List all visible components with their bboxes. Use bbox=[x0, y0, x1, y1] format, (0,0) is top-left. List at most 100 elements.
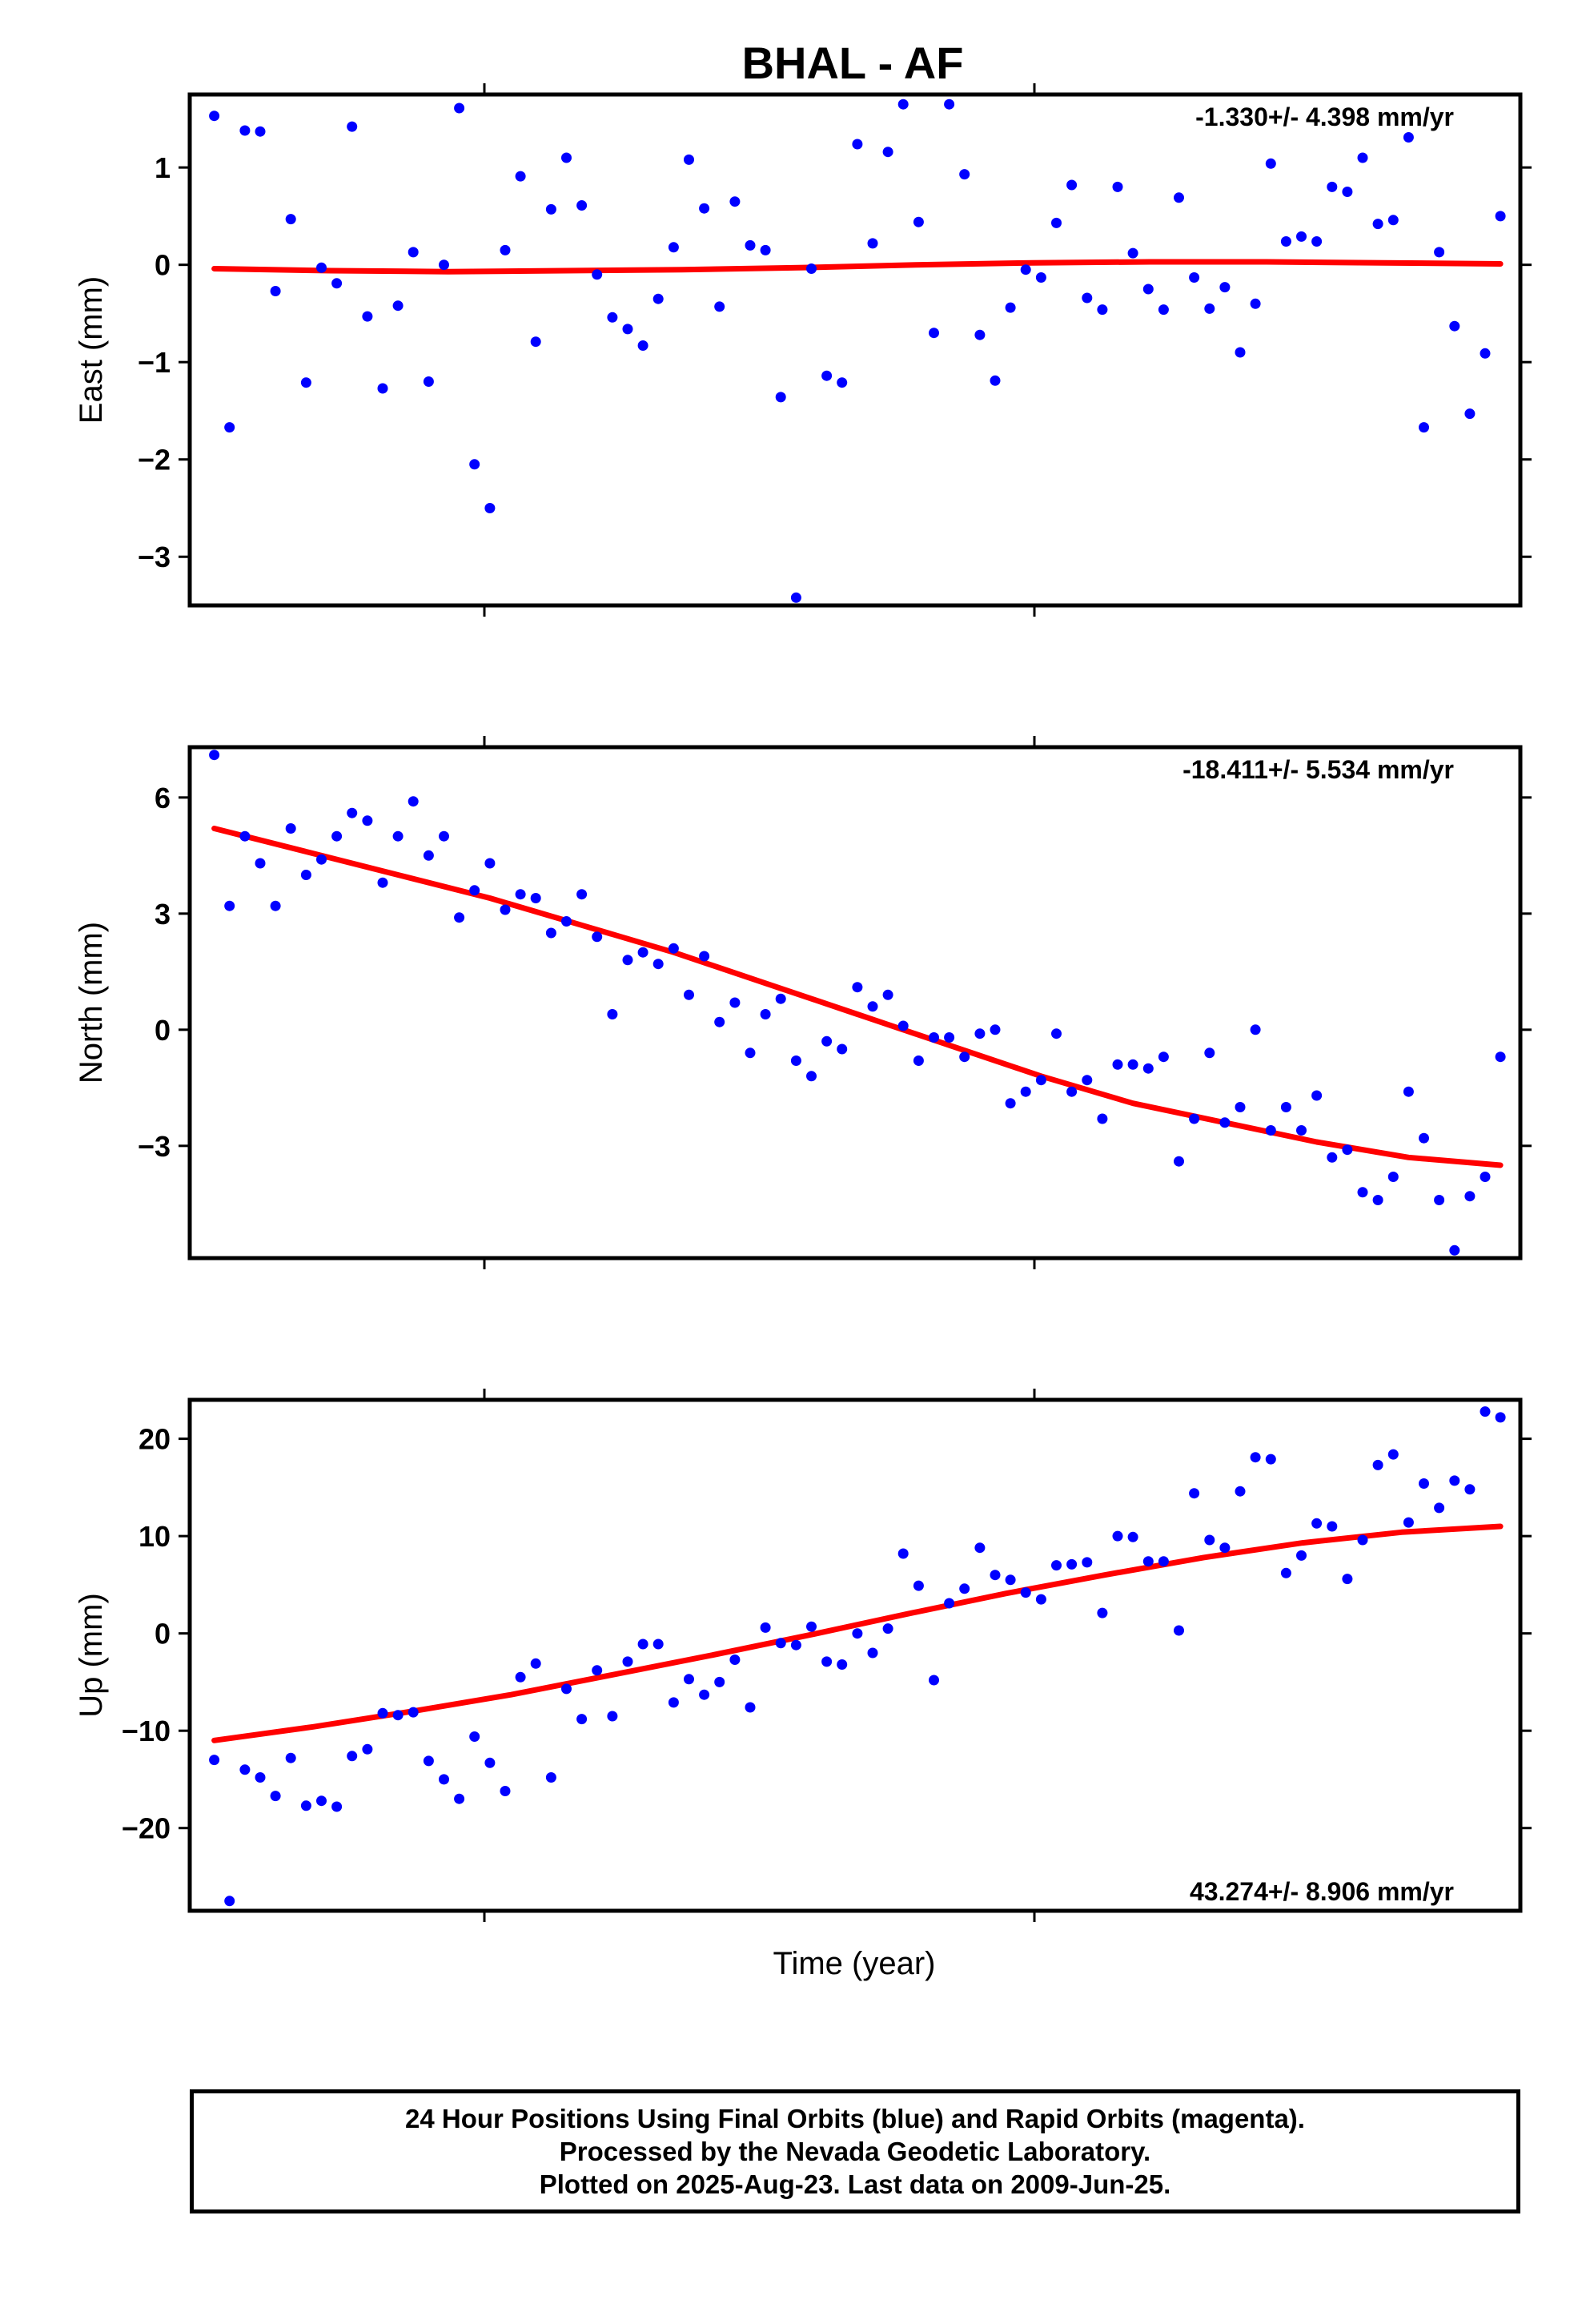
east-ytick-label: −3 bbox=[138, 541, 171, 573]
east-data-point bbox=[423, 376, 434, 387]
north-data-point bbox=[1387, 1172, 1399, 1182]
north-data-point bbox=[699, 951, 710, 962]
east-data-point bbox=[1020, 264, 1031, 275]
east-data-point bbox=[882, 147, 893, 158]
up-data-point bbox=[652, 1638, 664, 1650]
east-data-point bbox=[1189, 272, 1200, 283]
up-fit-line bbox=[211, 1523, 1504, 1743]
east-data-point bbox=[959, 169, 970, 180]
chart-title: BHAL - AF bbox=[742, 38, 964, 88]
north-data-point bbox=[684, 989, 694, 1000]
up-data-point bbox=[592, 1665, 603, 1676]
up-frame bbox=[187, 1397, 1523, 1913]
up-data-point bbox=[699, 1689, 710, 1700]
east-data-point bbox=[347, 121, 358, 132]
footer-line-3: Plotted on 2025-Aug-23. Last data on 200… bbox=[539, 2169, 1171, 2199]
east-data-point bbox=[821, 370, 833, 381]
up-data-point bbox=[545, 1772, 556, 1783]
up-data-point bbox=[944, 1598, 955, 1609]
north-data-point bbox=[1127, 1059, 1138, 1070]
up-data-point bbox=[1372, 1459, 1383, 1470]
north-data-point bbox=[500, 904, 511, 915]
up-data-point bbox=[1066, 1558, 1078, 1570]
east-data-point bbox=[439, 259, 449, 271]
east-data-point bbox=[392, 300, 404, 312]
east-data-point bbox=[1127, 247, 1138, 259]
east-data-point bbox=[285, 214, 296, 225]
east-data-point bbox=[1112, 181, 1123, 192]
east-data-point bbox=[852, 139, 863, 150]
up-data-point bbox=[959, 1583, 970, 1594]
east-data-point bbox=[331, 278, 343, 289]
up-data-point bbox=[913, 1580, 924, 1591]
footer-line-1: 24 Hour Positions Using Final Orbits (bl… bbox=[405, 2104, 1305, 2133]
north-data-point bbox=[1235, 1102, 1246, 1112]
north-data-point bbox=[852, 982, 863, 993]
north-data-point bbox=[561, 916, 572, 927]
up-data-point bbox=[285, 1752, 296, 1763]
east-ytick-label: −1 bbox=[138, 346, 171, 379]
up-data-point bbox=[806, 1621, 817, 1632]
north-data-point bbox=[1066, 1086, 1078, 1097]
up-data-point bbox=[1464, 1484, 1476, 1495]
up-data-point bbox=[1158, 1556, 1169, 1567]
east-ytick-label: 1 bbox=[155, 151, 171, 184]
east-data-point bbox=[454, 103, 465, 114]
north-data-point bbox=[1051, 1028, 1062, 1039]
east-data-point bbox=[1051, 217, 1062, 228]
north-data-point bbox=[530, 893, 541, 903]
east-data-point bbox=[209, 111, 220, 122]
north-data-point bbox=[1419, 1132, 1429, 1144]
north-data-point bbox=[1158, 1051, 1169, 1063]
north-data-point bbox=[1097, 1113, 1108, 1124]
north-data-point bbox=[362, 815, 373, 826]
north-ytick-label: 3 bbox=[155, 898, 171, 931]
east-data-point bbox=[668, 242, 679, 253]
north-data-point bbox=[545, 927, 556, 939]
up-data-point bbox=[668, 1697, 679, 1708]
up-data-point bbox=[255, 1772, 266, 1783]
up-data-point bbox=[1174, 1625, 1184, 1636]
north-data-point bbox=[913, 1055, 924, 1066]
up-data-point bbox=[331, 1801, 343, 1812]
north-data-point bbox=[1189, 1113, 1200, 1124]
north-data-point bbox=[775, 993, 786, 1004]
east-data-point bbox=[1005, 302, 1016, 313]
up-data-point bbox=[790, 1639, 801, 1651]
east-data-point bbox=[867, 238, 878, 249]
north-data-point bbox=[714, 1016, 725, 1027]
east-data-point bbox=[362, 311, 373, 322]
up-data-point bbox=[209, 1755, 220, 1766]
east-data-point bbox=[484, 503, 496, 513]
up-data-point bbox=[392, 1710, 404, 1721]
up-data-point bbox=[1403, 1517, 1414, 1528]
up-ytick-label: −10 bbox=[122, 1715, 171, 1747]
up-data-point bbox=[1127, 1531, 1138, 1542]
north-data-point bbox=[408, 796, 419, 807]
east-data-point bbox=[1066, 179, 1078, 191]
east-data-point bbox=[1142, 283, 1154, 295]
east-data-point bbox=[913, 216, 924, 227]
east-data-point bbox=[1342, 187, 1353, 197]
east-data-point bbox=[1158, 304, 1169, 316]
east-data-point bbox=[576, 200, 588, 211]
up-data-point bbox=[1449, 1475, 1460, 1486]
east-data-point bbox=[1372, 219, 1383, 230]
up-data-point bbox=[1035, 1594, 1046, 1605]
north-frame bbox=[187, 745, 1523, 1261]
up-data-point bbox=[408, 1707, 419, 1718]
north-data-point bbox=[897, 1020, 909, 1031]
east-data-point bbox=[1265, 158, 1276, 169]
north-data-point bbox=[760, 1009, 771, 1019]
north-data-point bbox=[1480, 1172, 1491, 1182]
east-data-point bbox=[561, 152, 572, 163]
north-data-point bbox=[1495, 1051, 1506, 1063]
east-data-point bbox=[500, 244, 511, 255]
north-data-point bbox=[209, 750, 220, 761]
east-data-point bbox=[1250, 298, 1261, 309]
east-data-point bbox=[790, 592, 801, 603]
east-data-point bbox=[837, 377, 848, 388]
up-data-point bbox=[1342, 1574, 1353, 1585]
east-data-point bbox=[1357, 152, 1368, 163]
